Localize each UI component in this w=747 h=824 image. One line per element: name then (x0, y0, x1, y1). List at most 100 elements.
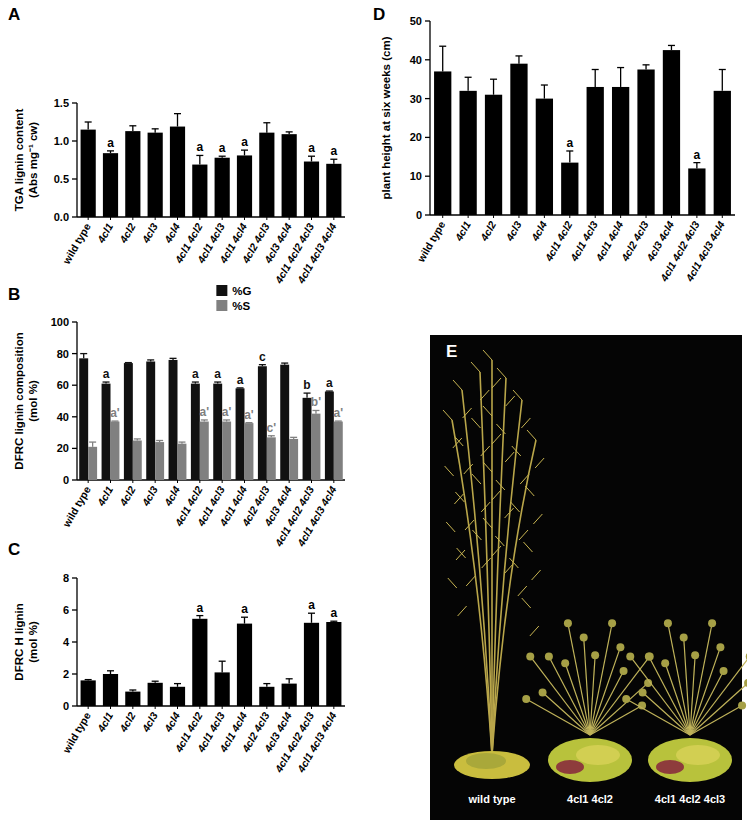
y-tick-label: 40 (410, 54, 422, 66)
error-bar (196, 155, 203, 164)
y-tick (72, 102, 77, 103)
bar (133, 441, 142, 481)
y-tick (72, 416, 77, 417)
x-tick (595, 215, 596, 218)
y-tick (72, 353, 77, 354)
error-bar (174, 684, 181, 687)
y-tick-label: 0.0 (54, 211, 69, 223)
error-bar (263, 123, 270, 133)
y-tick (425, 137, 430, 138)
x-tick (266, 480, 267, 483)
error-bar (80, 354, 87, 359)
significance-letter: a (330, 606, 337, 620)
significance-letter: a (107, 136, 114, 150)
y-tick-label: 60 (57, 379, 69, 391)
x-tick (311, 217, 312, 220)
x-tick-label: 4cl1 (94, 710, 115, 735)
error-bar (219, 661, 226, 672)
significance-letter: a (237, 373, 244, 387)
x-tick (333, 706, 334, 709)
error-bar (214, 382, 221, 384)
error-bar (174, 114, 181, 127)
bar (282, 684, 297, 706)
x-tick-label: 4cl4 (161, 710, 182, 735)
error-bar (223, 420, 230, 422)
x-tick-label: 4cl1 4cl3 4cl4 (683, 219, 728, 284)
x-tick (266, 217, 267, 220)
error-bar (111, 421, 118, 422)
significance-letter: a (241, 602, 248, 616)
x-tick (155, 480, 156, 483)
y-tick (425, 98, 430, 99)
error-bar (107, 671, 114, 674)
significance-letter: a (308, 598, 315, 612)
error-bar (290, 437, 297, 439)
x-tick-label: wild type (60, 221, 93, 267)
error-bar (693, 163, 700, 169)
x-tick (132, 706, 133, 709)
x-tick-label: 4cl3 (139, 484, 160, 509)
legend: %G%S (216, 285, 251, 312)
bar (88, 447, 97, 480)
bar (612, 87, 629, 215)
legend-label: %G (232, 285, 251, 297)
bar (215, 672, 230, 706)
significance-letter: a (219, 141, 226, 155)
error-bar (308, 613, 315, 623)
x-tick (289, 480, 290, 483)
bar (170, 687, 185, 706)
significance-letter: a (192, 367, 199, 381)
x-tick-label: 4cl2 (477, 219, 498, 244)
bar (213, 384, 222, 480)
x-tick (244, 706, 245, 709)
error-bar (592, 70, 599, 87)
x-tick (88, 706, 89, 709)
error-bar (192, 382, 199, 384)
x-tick (311, 480, 312, 483)
bar (561, 163, 578, 215)
bar (688, 168, 705, 215)
bar (170, 127, 185, 217)
y-tick-label: 6 (63, 604, 69, 616)
bar (334, 422, 343, 480)
axis-title: (Abs mg⁻¹ cw) (27, 122, 39, 198)
y-axis (429, 21, 430, 215)
x-tick (199, 706, 200, 709)
bar (81, 680, 96, 706)
x-tick (289, 217, 290, 220)
significance-letter: a (694, 148, 701, 162)
error-bar (147, 360, 154, 362)
significance-letter: a (308, 141, 315, 155)
error-bar (156, 441, 163, 443)
x-tick (88, 480, 89, 483)
error-bar (134, 439, 141, 441)
bar (148, 683, 163, 706)
y-tick (425, 20, 430, 21)
bar (434, 71, 451, 215)
marks (81, 114, 342, 217)
x-tick-label: 4cl1 4cl3 4cl4 (294, 221, 339, 286)
photo-label: 4cl1 4cl2 (567, 793, 613, 805)
y-tick (72, 448, 77, 449)
y-tick (72, 321, 77, 322)
x-tick (696, 215, 697, 218)
error-bar (129, 690, 136, 692)
y-tick (425, 59, 430, 60)
bar (304, 162, 319, 217)
bar (312, 414, 321, 480)
error-bar (617, 68, 624, 87)
bar (79, 358, 88, 480)
significance-letter: a (196, 601, 203, 615)
bar (459, 91, 476, 215)
figure: ATGA lignin content(Abs mg⁻¹ cw)0.00.51.… (0, 0, 747, 824)
y-tick-label: 0 (63, 474, 69, 486)
bar (236, 388, 245, 480)
y-tick-label: 0 (416, 209, 422, 221)
y-tick-label: 20 (410, 131, 422, 143)
bar (200, 422, 209, 480)
x-tick-label: 4cl2 (116, 221, 137, 246)
x-tick (333, 217, 334, 220)
significance-letter: a' (244, 408, 254, 422)
error-bar (85, 122, 92, 130)
x-tick (468, 215, 469, 218)
